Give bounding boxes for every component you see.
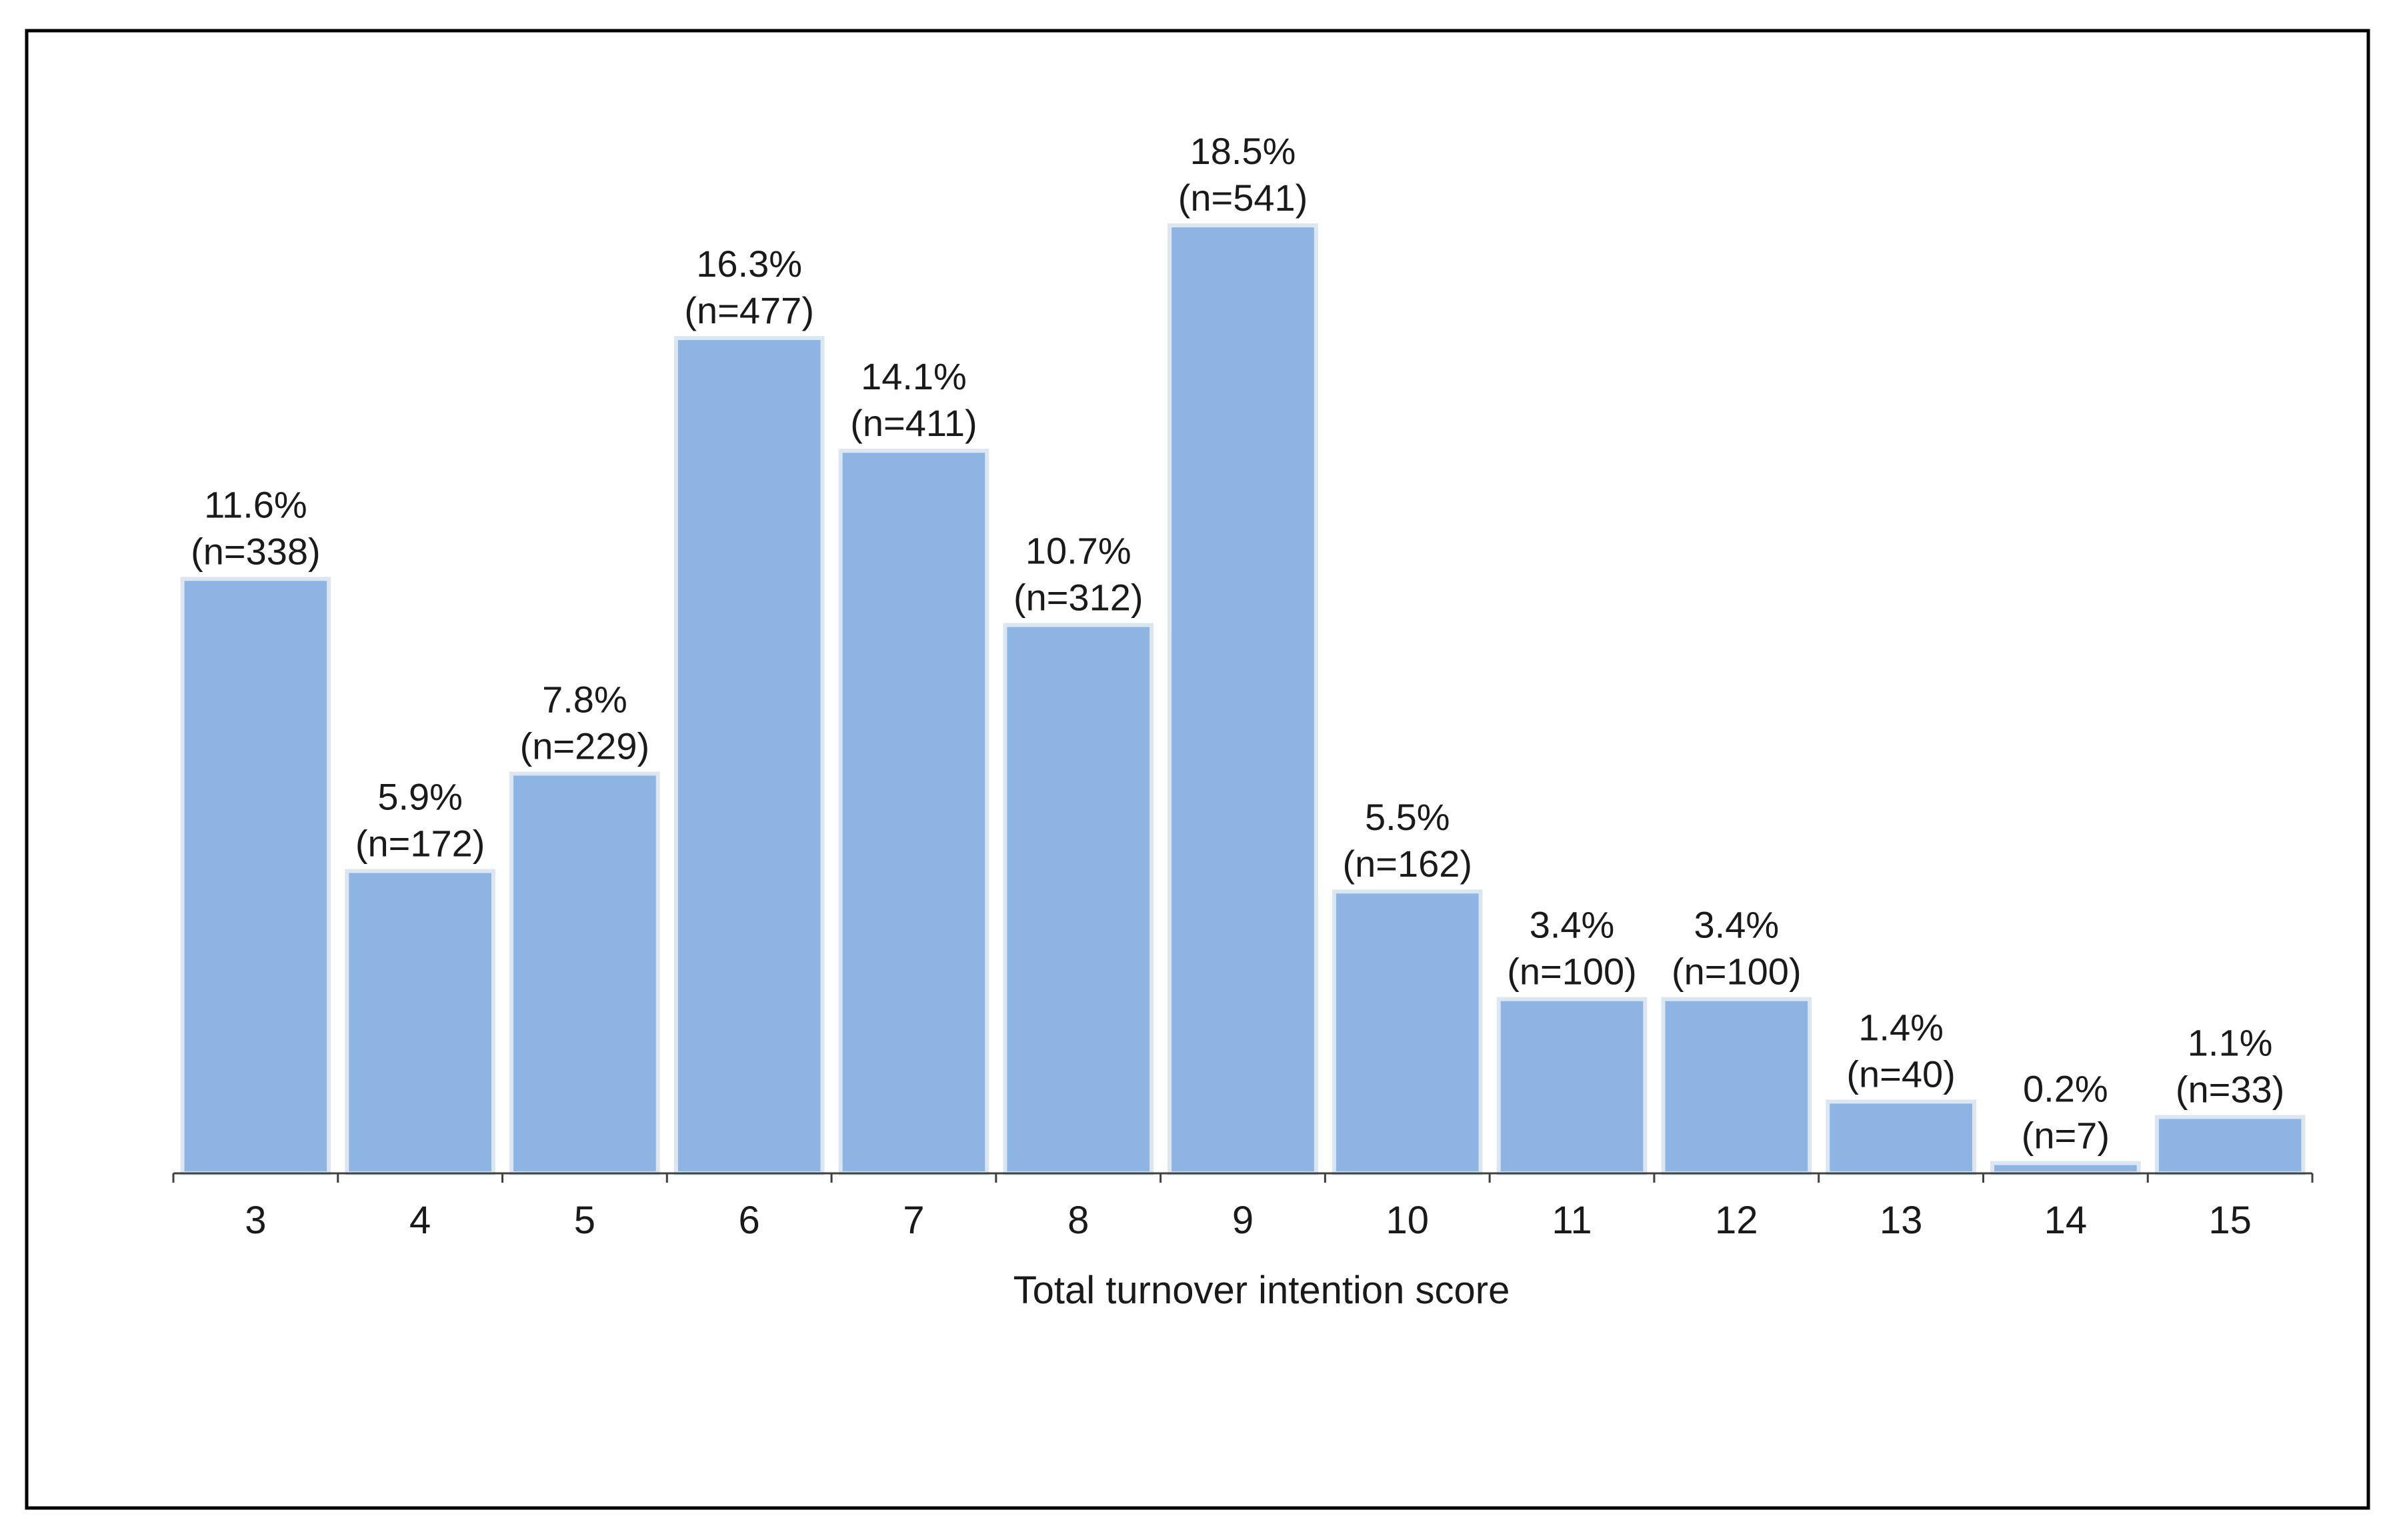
data-label-percent: 1.4%	[1858, 1006, 1944, 1048]
x-tick-label: 14	[2044, 1199, 2088, 1242]
data-label-count: (n=338)	[191, 530, 321, 572]
data-label-count: (n=541)	[1178, 177, 1308, 219]
bar-11	[1496, 997, 1648, 1175]
bar-9	[1167, 223, 1318, 1175]
x-tick-label: 13	[1880, 1199, 1923, 1242]
data-label-percent: 3.4%	[1530, 904, 1615, 946]
x-tick-label: 6	[739, 1199, 760, 1242]
data-label-count: (n=172)	[355, 822, 485, 864]
x-tick-label: 8	[1067, 1199, 1089, 1242]
x-tick-label: 7	[903, 1199, 924, 1242]
bars-group	[180, 223, 2306, 1176]
bar-8	[1003, 623, 1154, 1175]
data-label-percent: 11.6%	[204, 483, 307, 525]
x-tick-label: 3	[245, 1199, 266, 1242]
data-label-count: (n=312)	[1013, 577, 1143, 619]
data-labels-group: 11.6%(n=338)5.9%(n=172)7.8%(n=229)16.3%(…	[191, 130, 2284, 1157]
bar-14	[1990, 1161, 2141, 1176]
x-tick-label: 10	[1386, 1199, 1430, 1242]
bar-5	[509, 771, 660, 1176]
data-label-count: (n=162)	[1342, 843, 1472, 885]
data-label-percent: 0.2%	[2023, 1068, 2108, 1110]
data-label-percent: 3.4%	[1694, 904, 1779, 946]
x-axis: 3 4 5 6 7 8 9 10 11 12 13 14 15	[172, 1172, 2314, 1242]
bar-7	[838, 449, 989, 1175]
data-label-count: (n=100)	[1507, 951, 1637, 993]
bar-15	[2154, 1115, 2306, 1175]
x-axis-title: Total turnover intention score	[1013, 1269, 1510, 1312]
bar-4	[345, 869, 495, 1176]
data-label-percent: 18.5%	[1190, 130, 1296, 172]
x-tick-label: 4	[409, 1199, 431, 1242]
data-label-percent: 5.5%	[1365, 796, 1450, 838]
data-label-count: (n=40)	[1846, 1053, 1955, 1095]
x-tick-label: 12	[1715, 1199, 1758, 1242]
bar-13	[1826, 1099, 1976, 1175]
data-label-percent: 14.1%	[861, 355, 967, 397]
bar-12	[1661, 997, 1812, 1175]
x-tick-label: 11	[1552, 1199, 1592, 1242]
data-label-count: (n=477)	[684, 289, 814, 331]
bar-3	[180, 577, 331, 1175]
data-label-count: (n=411)	[850, 402, 977, 444]
x-tick-label: 9	[1232, 1199, 1254, 1242]
data-label-percent: 1.1%	[2188, 1021, 2273, 1063]
data-label-count: (n=7)	[2022, 1115, 2110, 1157]
x-tick-label: 15	[2208, 1199, 2252, 1242]
x-tick-label: 5	[574, 1199, 595, 1242]
data-label-percent: 7.8%	[542, 678, 627, 720]
data-label-count: (n=33)	[2176, 1068, 2284, 1110]
data-label-percent: 5.9%	[377, 775, 463, 817]
data-label-percent: 10.7%	[1025, 530, 1131, 572]
bar-6	[673, 336, 825, 1176]
data-label-percent: 16.3%	[696, 243, 802, 285]
data-label-count: (n=229)	[520, 725, 650, 767]
data-label-count: (n=100)	[1672, 951, 1802, 993]
bar-10	[1332, 889, 1483, 1176]
